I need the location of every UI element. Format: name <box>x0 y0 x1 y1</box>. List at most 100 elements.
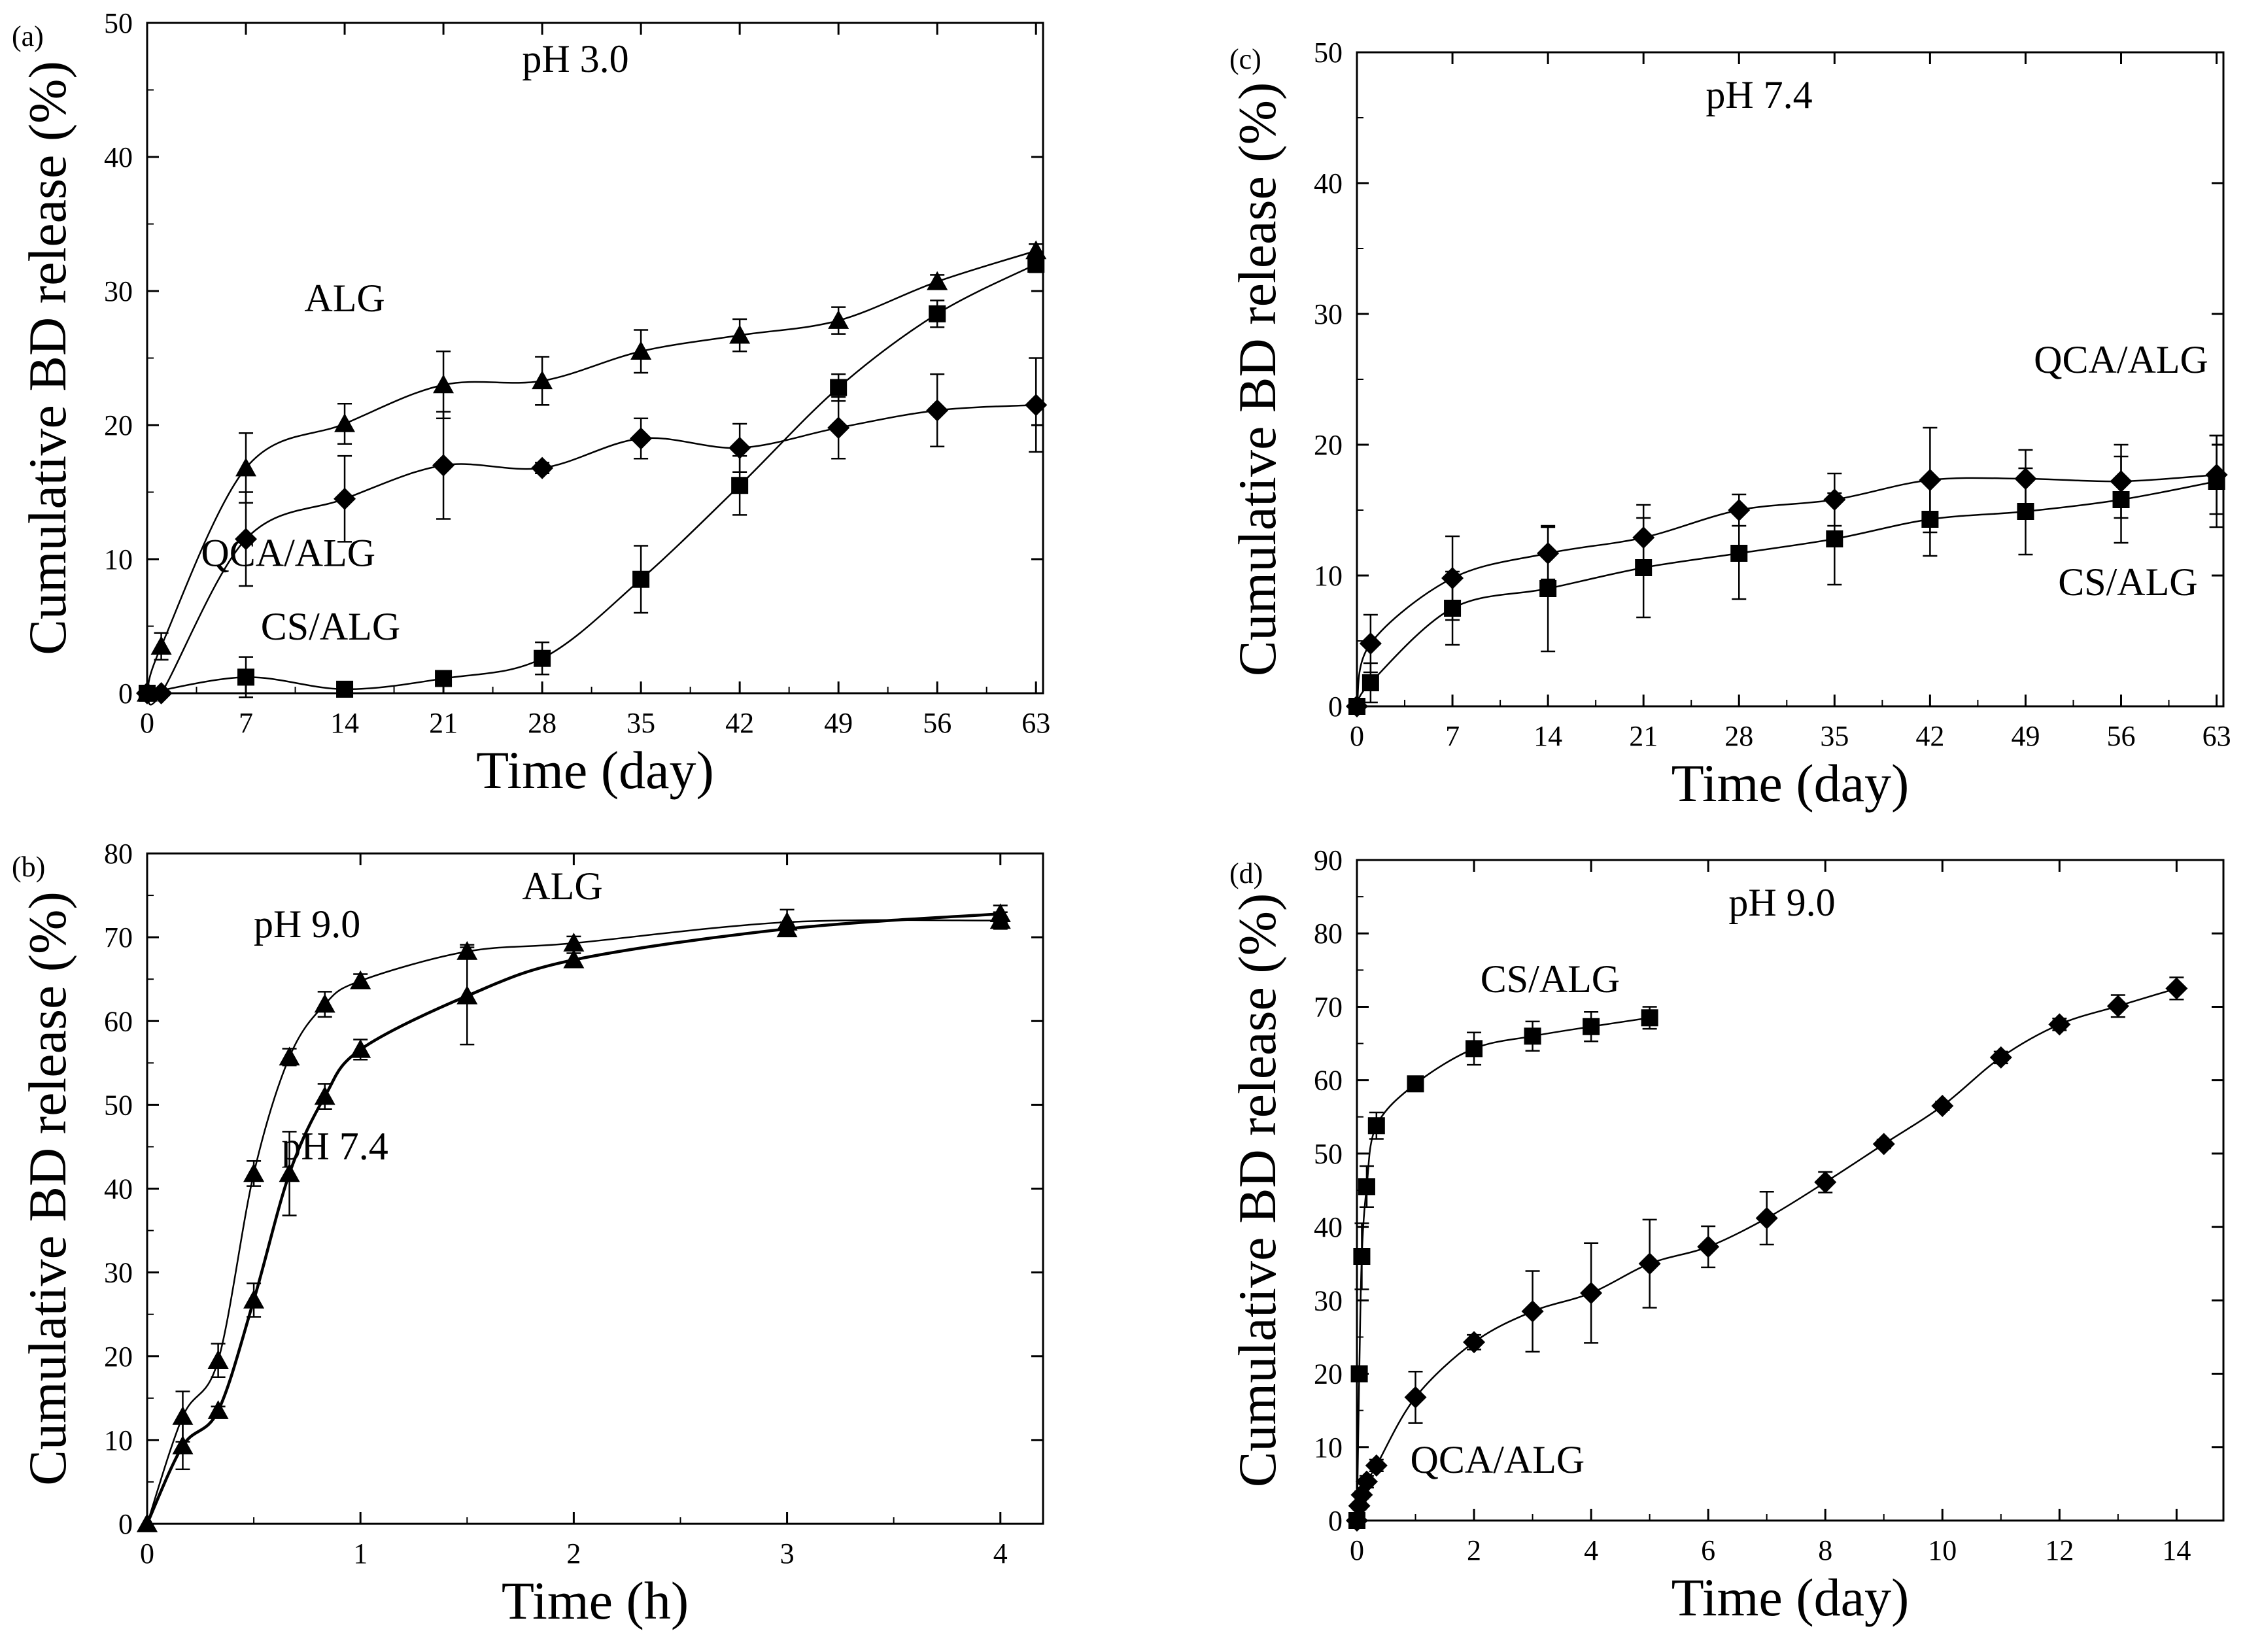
panel-a-series-qca-alg-label: QCA/ALG <box>201 531 375 574</box>
panel-c-y-tick-label: 10 <box>1314 560 1343 592</box>
panel-b-x-axis-label: Time (h) <box>502 1571 689 1630</box>
panel-d-series-cs-alg-point <box>1583 1018 1600 1035</box>
panel-d-title: pH 9.0 <box>1728 881 1835 924</box>
panel-d-series-cs-alg-label: CS/ALG <box>1481 957 1620 1001</box>
panel-b-series-ph-9-0-point <box>207 1350 229 1369</box>
panel-a-x-tick-label: 56 <box>923 707 951 739</box>
panel-b-series-ph-9-0-point <box>350 970 371 989</box>
panel-a-series-qca-alg-point <box>235 528 258 551</box>
panel-a-series-cs-alg-line <box>146 263 1037 695</box>
panel-b-y-tick-label: 30 <box>104 1257 133 1289</box>
panel-b-y-axis-label: Cumulative BD release (%) <box>18 891 77 1486</box>
panel-a-series-cs-alg-label: CS/ALG <box>261 605 400 648</box>
panel-a-series-alg-point <box>235 457 257 477</box>
panel-a-series-cs-alg-point <box>929 305 946 322</box>
panel-c-x-tick-label: 42 <box>1915 720 1944 752</box>
panel-c-series-cs-alg-label: CS/ALG <box>2058 560 2197 604</box>
panel-c-series-cs-alg-point <box>2017 503 2034 520</box>
panel-b-series-ph-7-4-point <box>989 903 1011 923</box>
panel-a-y-tick-label: 50 <box>104 7 133 39</box>
panel-a-series-qca-alg-point <box>728 436 751 459</box>
panel-d-series-qca-alg-point <box>1463 1331 1486 1354</box>
panel-d-series-qca-alg-point <box>1931 1094 1954 1117</box>
panel-c-y-tick-label: 30 <box>1314 298 1343 330</box>
panel-b-series-ph-7-4-point <box>279 1163 300 1182</box>
panel-d-y-tick-label: 40 <box>1314 1211 1343 1243</box>
panel-d-x-tick-label: 6 <box>1701 1534 1715 1566</box>
panel-a-series-cs-alg-point <box>632 570 650 588</box>
panel-b-y-tick-label: 50 <box>104 1089 133 1121</box>
panel-d-series-cs-alg-point <box>1350 1365 1368 1383</box>
panel-b-series-ph-9-0-point <box>314 993 335 1013</box>
panel-a-series-cs-alg: CS/ALG <box>139 255 1045 702</box>
panel-c-y-axis-label: Cumulative BD release (%) <box>1227 82 1287 677</box>
panel-b-series-ph-7-4-point <box>456 985 478 1005</box>
panel-d-series-qca-alg-point <box>1697 1235 1720 1258</box>
panel-a-series-cs-alg-point <box>139 685 156 702</box>
panel-b-series-ph-7-4-point <box>350 1039 371 1058</box>
panel-d-y-tick-label: 90 <box>1314 844 1343 876</box>
panel-a-y-axis-label: Cumulative BD release (%) <box>18 61 77 655</box>
panel-b-series-ph-7-4-point <box>172 1435 194 1454</box>
panel-d-series-cs-alg-point <box>1465 1040 1483 1058</box>
panel-b-series-ph-9-0-point <box>563 933 585 952</box>
panel-d-series-qca-alg-point <box>2165 977 2188 1000</box>
panel-a-series-qca-alg-point <box>926 399 949 422</box>
panel-a-x-tick-label: 42 <box>725 707 754 739</box>
panel-b-series-ph-9-0-point <box>243 1163 265 1182</box>
panel-a-y-tick-label: 0 <box>118 678 133 710</box>
panel-d-x-tick-label: 14 <box>2162 1534 2191 1566</box>
panel-a-series-alg-label: ALG <box>304 277 385 320</box>
panel-d-y-axis-label: Cumulative BD release (%) <box>1227 893 1287 1488</box>
panel-c: 0 7 14 21 28 35 42 49 56 63 0 10 20 30 40 50 Time (day) C… <box>1227 37 2231 813</box>
panel-b-y-tick-label: 80 <box>104 838 133 870</box>
panel-d-series-cs-alg-point <box>1358 1178 1375 1196</box>
panel-c-series-cs-alg-point <box>1348 698 1365 715</box>
panel-a-series-qca-alg-point <box>334 487 356 510</box>
panel-a-series-alg-point <box>150 636 172 655</box>
panel-b-frame <box>146 852 1044 1525</box>
panel-b-y-tick-label: 0 <box>118 1508 133 1540</box>
panel-d-y-tick-label: 0 <box>1328 1505 1343 1537</box>
panel-d-series-cs-alg-point <box>1524 1027 1541 1045</box>
panel-a-series-alg-point <box>828 310 849 329</box>
panel-d-series-qca-alg-point <box>1989 1046 2012 1069</box>
panel-c-series-qca-alg-point <box>1359 632 1382 655</box>
panel-b-series-ph-7-4-point <box>563 949 585 969</box>
panel-c-series-cs-alg-point <box>1826 530 1843 547</box>
panel-b-x-tick-label: 4 <box>993 1538 1008 1570</box>
panel-a-series-cs-alg-point <box>830 379 848 396</box>
panel-c-x-tick-label: 63 <box>2202 720 2231 752</box>
panel-c-x-tick-label: 35 <box>1820 720 1849 752</box>
panel-a-x-tick-label: 49 <box>824 707 853 739</box>
panel-a: 0 7 14 21 28 35 42 49 56 63 0 10 20 30 40 50 Time (day) C… <box>12 7 1050 800</box>
panel-d-x-tick-label: 0 <box>1350 1534 1364 1566</box>
panel-a-series-cs-alg-point <box>336 680 354 698</box>
panel-d-x-tick-label: 2 <box>1467 1534 1481 1566</box>
panel-d-x-tick-label: 4 <box>1584 1534 1598 1566</box>
panel-a-series-alg-point <box>532 370 553 390</box>
panel-a-x-tick-label: 14 <box>330 707 359 739</box>
panel-d-series-qca-alg-point <box>1346 1509 1368 1532</box>
panel-c-series-cs-alg-point <box>1362 674 1379 691</box>
panel-a-series-alg-point <box>729 324 751 344</box>
panel-a-x-tick-label: 28 <box>528 707 557 739</box>
panel-d-series-qca-alg-label: QCA/ALG <box>1411 1438 1585 1481</box>
panel-a-series-qca-alg-point <box>531 456 554 479</box>
panel-d-series-qca-alg-point <box>1872 1133 1895 1156</box>
panel-b-series-ph-9-0-point <box>279 1046 300 1066</box>
panel-a-series-alg-point <box>433 374 454 394</box>
panel-a-series-cs-alg-point <box>237 668 255 686</box>
panel-c-x-tick-label: 56 <box>2107 720 2136 752</box>
panel-b-series-ph-9-0-label: pH 9.0 <box>254 903 360 946</box>
panel-c-x-tick-label: 21 <box>1629 720 1658 752</box>
panel-b-series-ph-7-4-label: pH 7.4 <box>281 1125 388 1168</box>
panel-b-series-ph-7-4-point <box>207 1400 229 1419</box>
panel-c-series-cs-alg: CS/ALG <box>1348 434 2225 715</box>
panel-a-frame <box>146 22 1044 695</box>
panel-b-title: ALG <box>522 865 602 908</box>
panel-d-series-qca-alg: QCA/ALG <box>1346 976 2188 1532</box>
panel-a-series-alg-point <box>334 413 356 432</box>
panel-c-x-tick-label: 0 <box>1350 720 1364 752</box>
panel-b-letter: (b) <box>12 851 45 883</box>
